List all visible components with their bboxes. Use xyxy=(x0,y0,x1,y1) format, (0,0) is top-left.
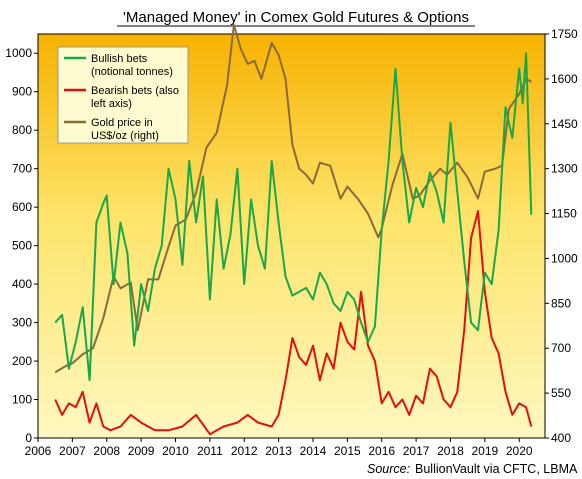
x-tick-label: 2018 xyxy=(437,444,464,458)
x-axis: 2006 2007 2008 2009 2010 2011 2012 2013 2014 2015… xyxy=(25,438,533,458)
legend: Bullish bets(notional tonnes) Bearish bet… xyxy=(57,46,189,144)
left-tick-label: 300 xyxy=(12,316,32,330)
right-tick-label: 550 xyxy=(551,386,571,400)
x-tick-label: 2015 xyxy=(334,444,361,458)
chart-title: 'Managed Money' in Comex Gold Futures & … xyxy=(123,9,469,26)
x-tick-label: 2008 xyxy=(93,444,120,458)
x-tick-label: 2019 xyxy=(471,444,498,458)
legend-label-2: (notional tonnes) xyxy=(91,66,173,78)
x-tick-label: 2014 xyxy=(300,444,327,458)
x-tick-label: 2009 xyxy=(128,444,155,458)
left-tick-label: 1000 xyxy=(5,46,32,60)
legend-label-2: left axis) xyxy=(91,98,132,110)
x-tick-label: 2013 xyxy=(265,444,292,458)
left-tick-label: 200 xyxy=(12,354,32,368)
series-line-bearish-bets xyxy=(54,210,533,436)
source-label: Source: xyxy=(367,462,410,476)
x-tick-label: 2006 xyxy=(25,444,52,458)
right-tick-label: 1300 xyxy=(551,162,578,176)
right-tick-label: 700 xyxy=(551,341,571,355)
x-tick-label: 2010 xyxy=(162,444,189,458)
series-layer xyxy=(54,24,533,436)
x-tick-label: 2011 xyxy=(197,444,223,458)
right-tick-label: 1750 xyxy=(551,27,578,41)
left-axis: 0 100 200 300 400 500 600 700 800 900 1000 xyxy=(5,46,38,445)
legend-label: Bearish bets (also xyxy=(91,85,179,97)
legend-label: Bullish bets xyxy=(91,53,148,65)
left-tick-label: 500 xyxy=(12,239,32,253)
right-tick-label: 1450 xyxy=(551,117,578,131)
source-text: BullionVault via CFTC, LBMA xyxy=(415,462,578,476)
series-line-bullish-bets xyxy=(54,52,533,382)
right-axis: 400 550 700 850 1000 1150 1300 1450 1600 1750 xyxy=(545,27,578,445)
left-tick-label: 900 xyxy=(12,85,32,99)
x-tick-label: 2020 xyxy=(506,444,533,458)
right-tick-label: 1600 xyxy=(551,72,578,86)
x-tick-label: 2017 xyxy=(403,444,430,458)
x-tick-label: 2007 xyxy=(59,444,86,458)
legend-box xyxy=(57,46,189,144)
x-tick-label: 2012 xyxy=(231,444,258,458)
legend-label: Gold price in xyxy=(91,117,153,129)
left-tick-label: 700 xyxy=(12,162,32,176)
left-tick-label: 0 xyxy=(25,431,32,445)
left-tick-label: 400 xyxy=(12,277,32,291)
left-tick-label: 600 xyxy=(12,200,32,214)
left-tick-label: 800 xyxy=(12,123,32,137)
right-tick-label: 1000 xyxy=(551,251,578,265)
x-tick-label: 2016 xyxy=(368,444,395,458)
right-tick-label: 400 xyxy=(551,431,571,445)
right-tick-label: 850 xyxy=(551,296,571,310)
left-tick-label: 100 xyxy=(12,393,32,407)
legend-label-2: US$/oz (right) xyxy=(91,130,159,142)
right-tick-label: 1150 xyxy=(551,207,577,221)
